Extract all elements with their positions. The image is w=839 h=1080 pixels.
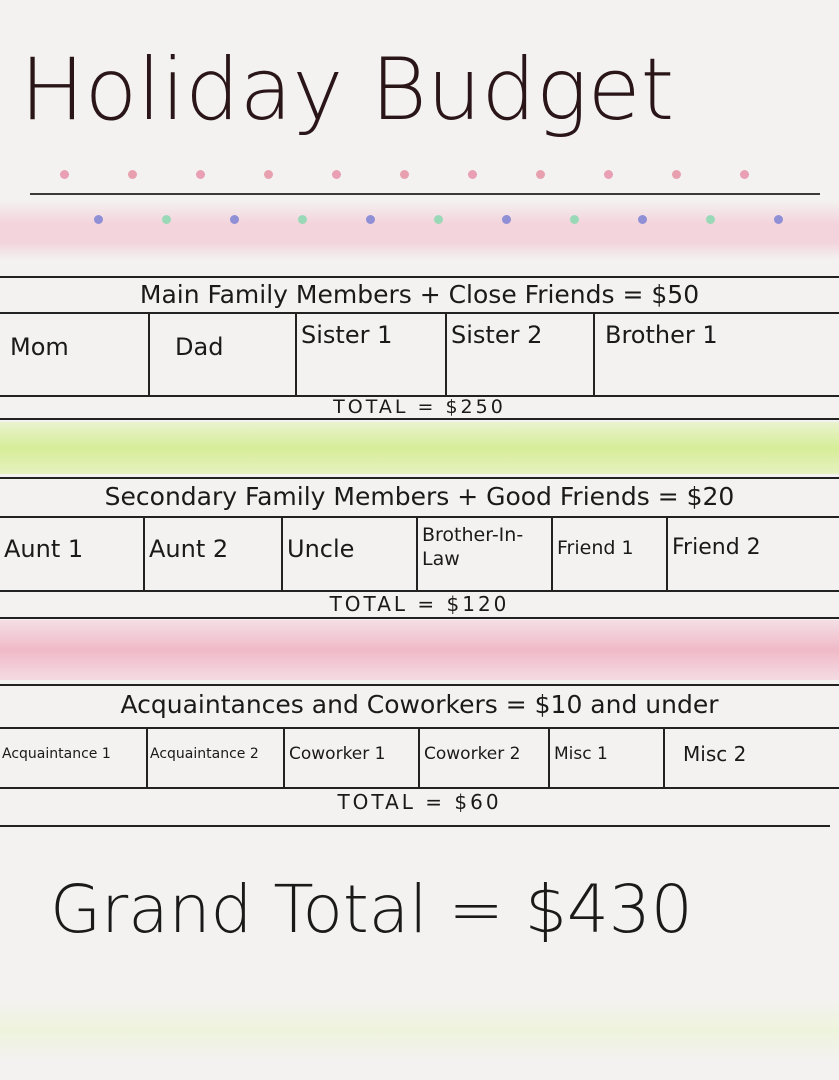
light-bulb-icon <box>366 215 375 224</box>
divider <box>0 617 839 619</box>
pink-band-middle <box>0 620 839 680</box>
cell: Misc 1 <box>550 728 665 787</box>
light-bulb-icon <box>60 170 69 179</box>
light-bulb-icon <box>434 215 443 224</box>
light-bulb-icon <box>298 215 307 224</box>
light-bulb-icon <box>536 170 545 179</box>
light-bulb-icon <box>672 170 681 179</box>
cell: Dad <box>150 313 297 395</box>
light-bulb-icon <box>706 215 715 224</box>
cell: Mom <box>0 313 150 395</box>
cell: Acquaintance 1 <box>0 728 148 787</box>
divider <box>0 276 839 278</box>
light-bulb-icon <box>332 170 341 179</box>
light-bulb-icon <box>162 215 171 224</box>
cell: Coworker 1 <box>285 728 420 787</box>
divider <box>0 477 839 479</box>
light-bulb-icon <box>774 215 783 224</box>
light-bulb-icon <box>128 170 137 179</box>
cell: Uncle <box>283 517 418 590</box>
divider <box>0 590 839 592</box>
divider <box>0 787 839 789</box>
light-bulb-icon <box>196 170 205 179</box>
section-1-total: TOTAL = $250 <box>333 396 506 418</box>
divider <box>0 312 839 314</box>
grand-total: Grand Total = $430 <box>50 871 693 948</box>
divider <box>0 418 839 420</box>
section-3-total: TOTAL = $60 <box>337 790 502 814</box>
light-bulb-icon <box>604 170 613 179</box>
section-2-total: TOTAL = $120 <box>329 592 510 616</box>
section-2-row: Aunt 1 Aunt 2 Uncle Brother-In-Law Frien… <box>0 517 839 590</box>
cell: Aunt 2 <box>145 517 283 590</box>
section-3-header: Acquaintances and Coworkers = $10 and un… <box>120 690 719 719</box>
cell: Brother 1 <box>605 321 718 349</box>
cell: Brother-In-Law <box>418 517 553 590</box>
light-bulb-icon <box>740 170 749 179</box>
cell: Aunt 1 <box>0 517 145 590</box>
green-band <box>0 422 839 474</box>
section-1-header: Main Family Members + Close Friends = $5… <box>139 280 700 309</box>
string-lights-decoration <box>30 193 820 195</box>
cell: Sister 2 <box>447 313 595 395</box>
divider <box>0 516 839 518</box>
pink-band-top <box>0 200 839 260</box>
light-bulb-icon <box>264 170 273 179</box>
light-bulb-icon <box>638 215 647 224</box>
cell: Coworker 2 <box>420 728 550 787</box>
divider <box>0 395 839 397</box>
cell: Friend 2 <box>672 535 761 560</box>
cell: Acquaintance 2 <box>148 728 285 787</box>
light-bulb-icon <box>230 215 239 224</box>
section-3-row: Acquaintance 1 Acquaintance 2 Coworker 1… <box>0 728 839 787</box>
light-bulb-icon <box>400 170 409 179</box>
section-2-header: Secondary Family Members + Good Friends … <box>104 482 735 511</box>
cell: Friend 1 <box>553 517 668 590</box>
light-bulb-icon <box>570 215 579 224</box>
light-bulb-icon <box>468 170 477 179</box>
green-band-bottom <box>0 1000 839 1060</box>
section-1-row: Mom Dad Sister 1 Sister 2 Brother 1 <box>0 313 839 395</box>
divider <box>0 684 839 686</box>
divider <box>0 825 830 827</box>
light-bulb-icon <box>94 215 103 224</box>
page-title: Holiday Budget <box>20 40 675 140</box>
cell: Misc 2 <box>683 742 747 766</box>
cell: Sister 1 <box>297 313 447 395</box>
light-bulb-icon <box>502 215 511 224</box>
